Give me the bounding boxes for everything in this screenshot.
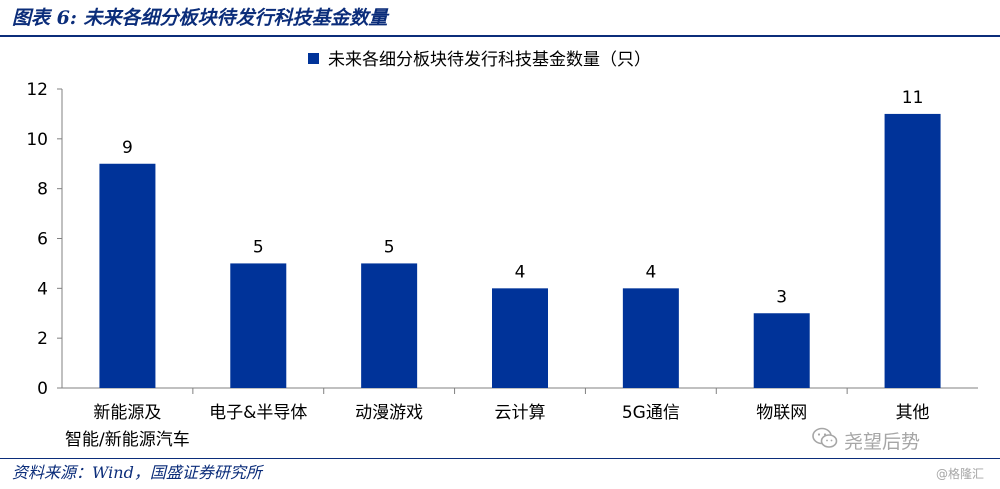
y-tick-label: 6 — [37, 230, 48, 250]
x-tick-label: 新能源及 — [93, 403, 161, 423]
legend-label: 未来各细分板块待发行科技基金数量（只） — [328, 50, 651, 70]
title-rule — [0, 35, 1000, 37]
y-tick-label: 8 — [37, 180, 48, 200]
y-tick-label: 4 — [37, 279, 48, 299]
x-tick-label: 5G通信 — [622, 403, 680, 423]
x-tick-label: 云计算 — [495, 403, 546, 423]
data-label: 5 — [384, 237, 395, 257]
bar — [884, 113, 941, 389]
bar — [99, 163, 156, 388]
data-label: 11 — [902, 88, 924, 108]
x-tick-label: 动漫游戏 — [355, 403, 423, 423]
wechat-icon — [812, 427, 838, 448]
bar — [230, 263, 287, 388]
bar — [361, 263, 418, 388]
figure-title: 图表 6: 未来各细分板块待发行科技基金数量 — [12, 7, 388, 29]
data-label: 4 — [515, 262, 526, 282]
bar — [753, 313, 810, 388]
chart-axes: 0 2 4 6 8 10 12 — [26, 80, 978, 399]
data-label: 3 — [776, 287, 787, 307]
y-tick-label: 2 — [37, 329, 48, 349]
x-tick-label: 智能/新能源汽车 — [65, 430, 190, 450]
x-tick-label: 其他 — [896, 403, 930, 423]
watermark-brand: 尧望后势 — [844, 431, 921, 453]
y-tick-label: 10 — [26, 130, 48, 150]
data-label: 9 — [122, 138, 133, 158]
bar — [492, 288, 548, 388]
legend-swatch — [308, 53, 319, 64]
x-tick-label: 电子&半导体 — [209, 403, 307, 423]
chart-bars — [99, 113, 941, 389]
y-tick-label: 0 — [37, 379, 48, 399]
y-tick-label: 12 — [26, 80, 48, 100]
chart-legend: 未来各细分板块待发行科技基金数量（只） — [308, 50, 651, 70]
x-tick-label: 物联网 — [756, 403, 807, 423]
source-note: 资料来源：Wind，国盛证券研究所 — [12, 463, 262, 482]
source-rule — [0, 458, 1000, 459]
data-label: 5 — [253, 237, 264, 257]
bar — [622, 288, 679, 388]
data-label: 4 — [645, 262, 656, 282]
watermark-credit: @格隆汇 — [936, 467, 985, 481]
